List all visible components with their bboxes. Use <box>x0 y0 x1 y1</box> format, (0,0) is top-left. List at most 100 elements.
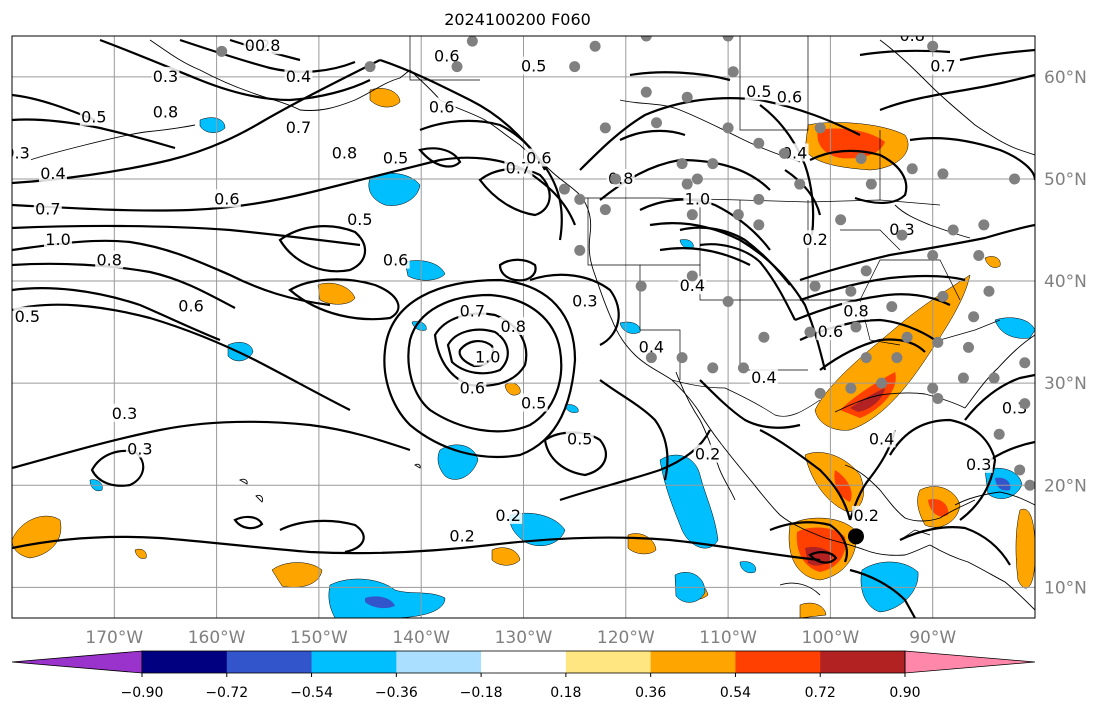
observation-dot <box>932 392 944 404</box>
map-title: 2024100200 F060 <box>444 10 591 29</box>
latitude-label: 60°N <box>1044 68 1087 88</box>
observation-dot <box>906 163 918 175</box>
contour-label-bg <box>519 56 548 75</box>
observation-dot <box>569 61 581 73</box>
observation-dot <box>794 178 806 190</box>
observation-dot <box>727 66 739 78</box>
negative-anomaly <box>365 596 395 609</box>
contour-label-bg <box>151 66 180 85</box>
observation-dot <box>722 36 734 42</box>
contour-label-bg <box>683 189 712 208</box>
contour-label-bg <box>345 209 374 228</box>
colorbar-outline <box>141 650 906 674</box>
colorbar-tick-label: 0.72 <box>805 685 836 701</box>
contour-label-bg <box>432 46 461 65</box>
contour-label: 0.5 <box>81 108 106 127</box>
colorbar-segment <box>226 651 313 673</box>
longitude-labels: 170°W 160°W 150°W 140°W 130°W 120°W 110°W 100°W… <box>85 628 956 648</box>
observation-dot <box>937 290 949 302</box>
contour-label: 0.7 <box>930 57 955 76</box>
contour-label-bg <box>928 56 957 75</box>
colorbar-tick-label: −0.18 <box>460 685 503 701</box>
contour-labels: 0.30.20.40.60.50.80.50.80.70.60.30.40.80… <box>4 26 1029 545</box>
negative-anomaly <box>994 317 1035 339</box>
colorbar-labels: −0.90 −0.72 −0.54 −0.36 −0.18 0.18 0.36 0.54 0.7… <box>121 673 921 701</box>
positive-anomaly-core <box>834 470 852 502</box>
colorbar-segment <box>311 651 397 673</box>
contour-label: 0.6 <box>460 378 485 397</box>
contour-label: 0.8 <box>332 143 357 162</box>
contour-label-bg <box>888 220 917 238</box>
positive-anomaly-core <box>850 388 885 412</box>
contour-label: 0.2 <box>695 445 720 464</box>
contour-label: 0.3 <box>4 143 29 162</box>
contour-label: 0.5 <box>521 57 546 76</box>
longitude-label: 170°W <box>85 628 143 648</box>
observation-dot <box>753 137 765 149</box>
positive-anomaly <box>12 515 62 559</box>
contour-label-bg <box>33 199 62 218</box>
contour-label: 0.4 <box>40 164 65 183</box>
observation-dot <box>216 45 228 57</box>
negative-anomaly <box>619 321 641 334</box>
contour-label-bg <box>284 66 313 85</box>
contour-label-bg <box>637 337 666 356</box>
contour-label: 0.4 <box>751 368 776 387</box>
contour-label-bg <box>79 107 108 126</box>
contour-label: 0.8 <box>900 26 925 45</box>
contour-label-bg <box>38 163 67 182</box>
contour-label: 0.6 <box>777 87 802 106</box>
contour-label-bg <box>330 143 359 162</box>
longitude-label: 160°W <box>188 628 246 648</box>
contour-label: 0.6 <box>429 97 454 116</box>
observation-dot <box>558 183 570 195</box>
colorbar-tick-label: −0.36 <box>375 685 418 701</box>
contour-label-bg <box>816 322 845 341</box>
contour-label: 0.3 <box>127 440 152 459</box>
observation-dot <box>645 352 657 364</box>
observation-dot <box>574 193 586 205</box>
observation-dot <box>947 224 959 236</box>
contour-label-bg <box>458 301 487 320</box>
contour-label-bg <box>458 378 487 397</box>
contour-label: 0.5 <box>567 429 592 448</box>
positive-anomaly <box>984 256 1001 268</box>
contour-label-bg <box>125 439 154 458</box>
observation-dot <box>650 117 662 129</box>
contour-label-bg <box>151 102 180 121</box>
observation-dot <box>364 61 376 73</box>
observation-dot <box>927 40 939 52</box>
longitude-label: 120°W <box>597 628 655 648</box>
contour-label: 0.3 <box>153 67 178 86</box>
colorbar-tick-label: 0.36 <box>635 685 666 701</box>
longitude-label: 100°W <box>802 628 860 648</box>
latitude-label: 20°N <box>1044 476 1087 496</box>
colorbar-segment <box>735 651 821 673</box>
contour-label: 0.4 <box>639 337 664 356</box>
contour-label: 0.7 <box>35 200 60 219</box>
contour-label: 1.0 <box>45 230 70 249</box>
contour-label-bg <box>427 97 456 116</box>
negative-anomaly <box>404 260 446 281</box>
observation-dot <box>804 326 816 338</box>
observation-dot <box>860 265 872 277</box>
positive-anomaly <box>134 548 147 559</box>
contour-label: 0.5 <box>347 210 372 229</box>
contour-label: 0.6 <box>178 297 203 316</box>
contour-label-bg <box>898 36 927 44</box>
colorbar-tick-label: −0.90 <box>121 685 164 701</box>
observation-dot <box>927 382 939 394</box>
positive-anomaly <box>491 547 521 566</box>
observation-dot <box>932 336 944 348</box>
negative-anomaly <box>368 173 421 206</box>
observation-dots <box>216 36 1035 491</box>
contour-label: 0.3 <box>966 455 991 474</box>
contour-label-bg <box>381 148 410 167</box>
longitude-label: 140°W <box>392 628 450 648</box>
observation-dot <box>855 153 867 165</box>
contour-label-bg <box>284 117 313 136</box>
contour-label: 0.2 <box>802 230 827 249</box>
contour-label-bg <box>494 505 523 524</box>
contour-label-bg <box>212 189 241 208</box>
colorbar-segment <box>396 651 482 673</box>
